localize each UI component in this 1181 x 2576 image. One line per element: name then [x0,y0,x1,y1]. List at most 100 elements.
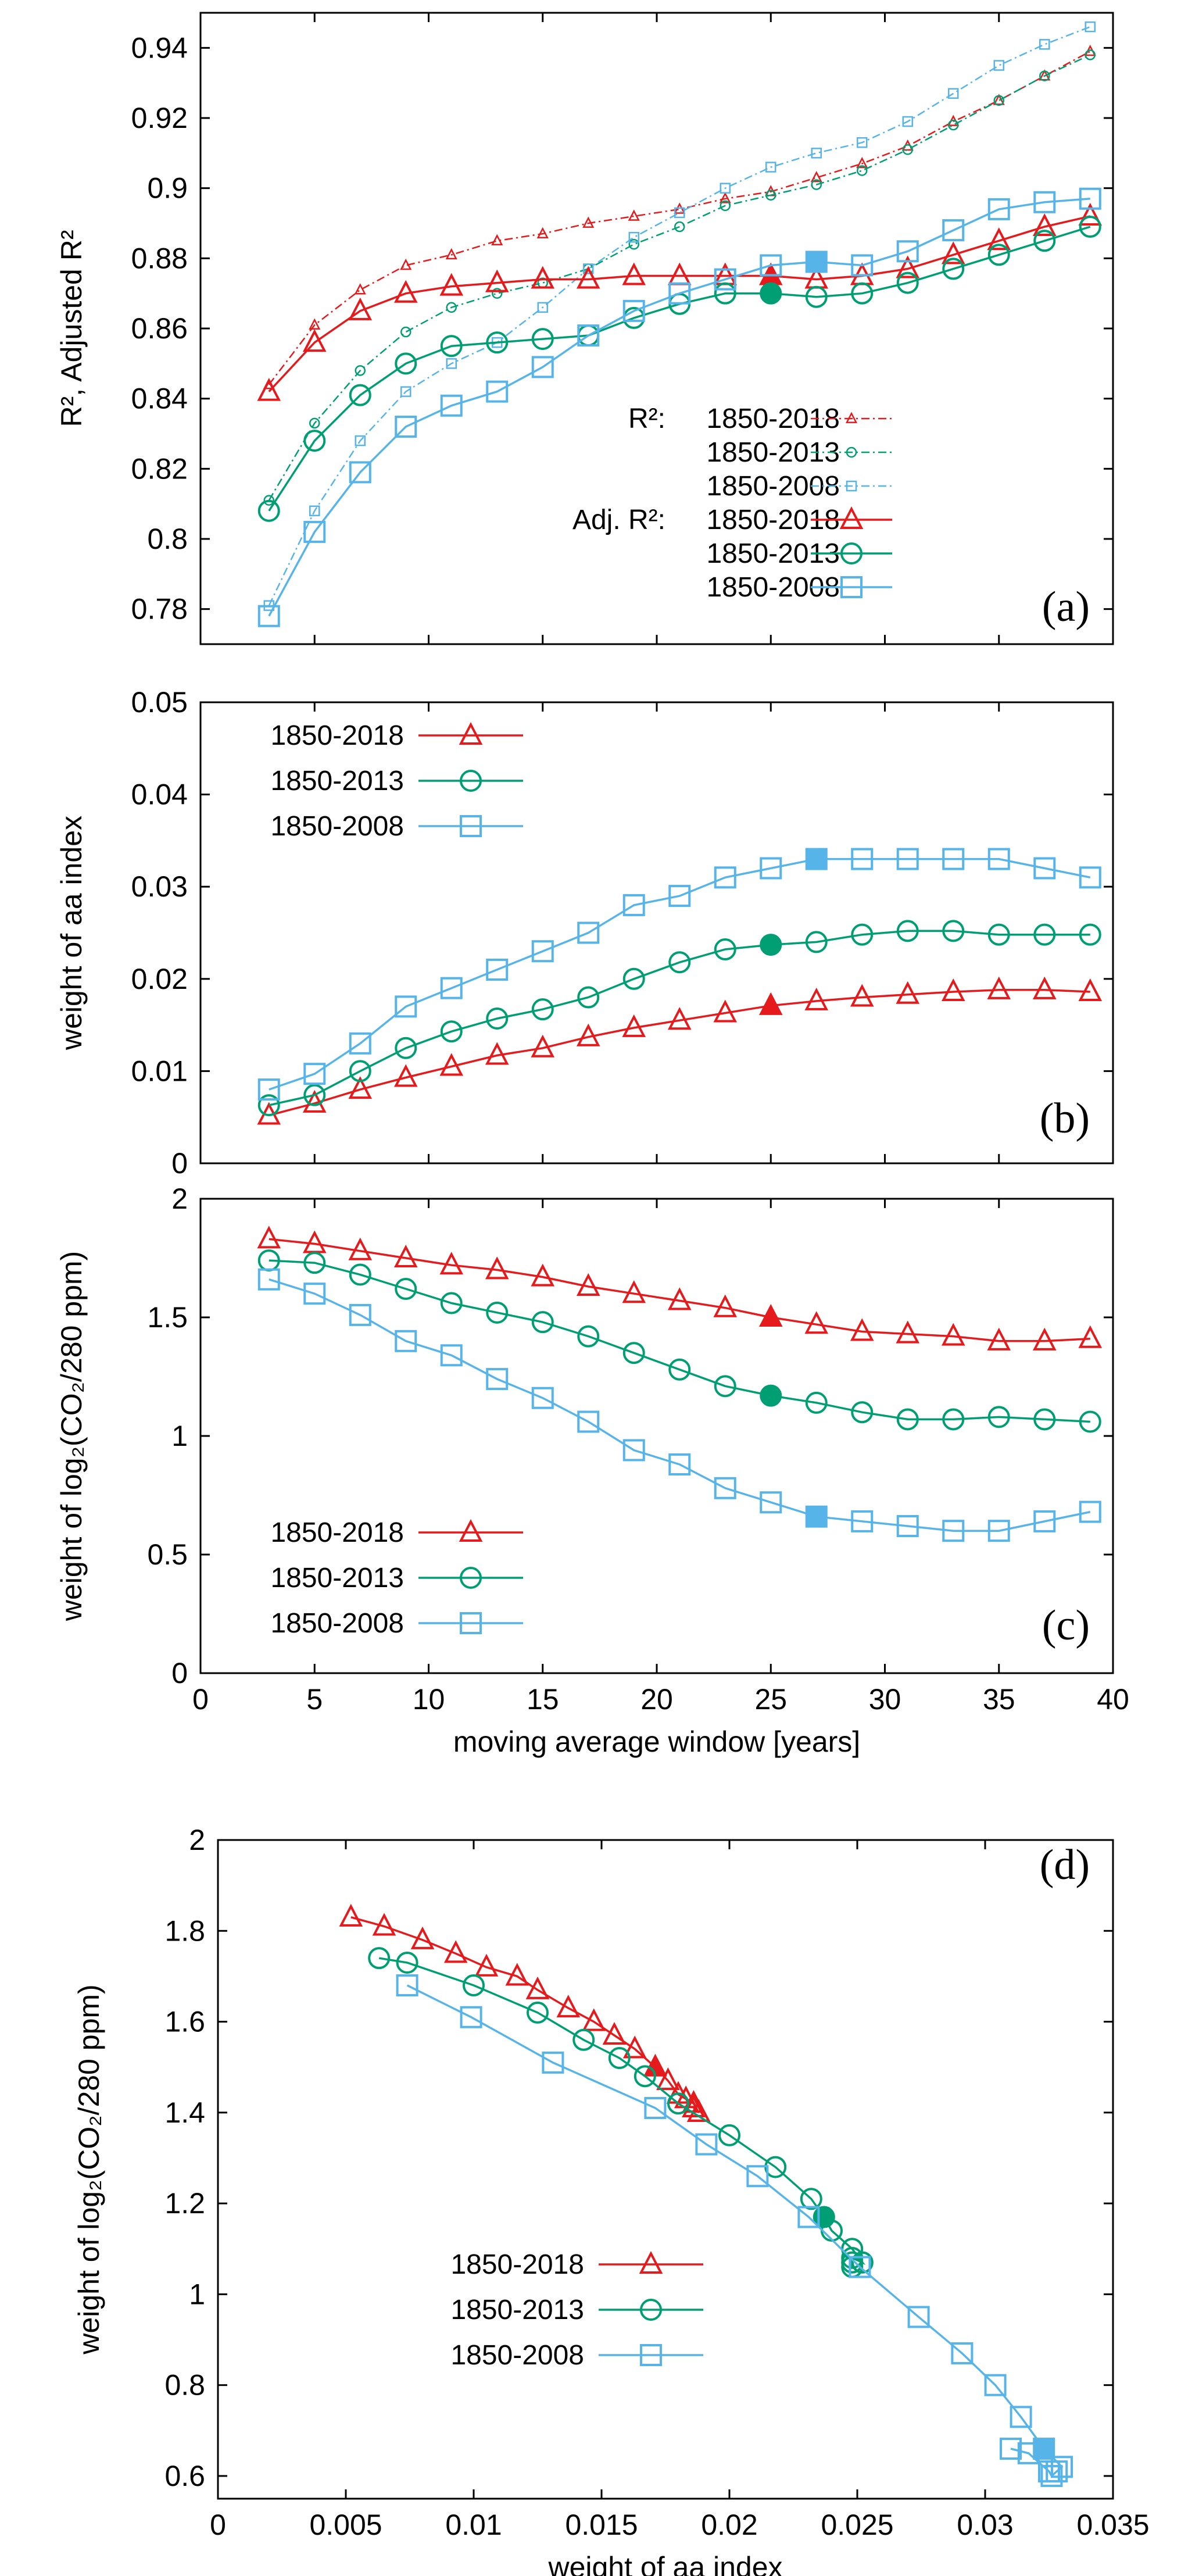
data-marker [577,1410,600,1433]
y-tick-label: 0.02 [131,963,188,995]
data-marker [349,1263,371,1286]
data-marker [446,302,457,313]
y-tick-label: 0 [171,1657,188,1689]
legend-swatch-marker [459,1519,483,1542]
highlight-marker [805,251,828,273]
legend: 1850-2018 1850-2013 1850-2008 [270,720,523,842]
data-marker [797,2206,820,2228]
data-marker [1039,70,1050,81]
data-marker [622,1439,645,1462]
data-marker [395,415,417,438]
y-tick-label: 0.94 [131,31,188,64]
y-tick-label: 0.92 [131,102,188,134]
highlight-marker [758,1303,783,1327]
data-marker [851,1510,874,1532]
data-marker [719,192,731,203]
data-marker [439,273,464,296]
data-marker [668,282,691,305]
data-marker [948,119,959,131]
data-marker [531,1034,555,1057]
data-marker [486,958,509,981]
y-tick-label: 0.84 [131,383,188,415]
legend: 1850-2018 1850-2013 1850-2008 [450,2249,703,2371]
data-marker [395,352,417,375]
data-marker [531,266,555,289]
series-line [268,198,1090,617]
data-marker [393,1064,418,1087]
x-tick-label: 30 [869,1683,901,1716]
data-marker [400,258,412,270]
data-marker [486,380,509,403]
legend-label: 1850-2008 [270,811,404,842]
x-axis-label: moving average window [years] [453,1725,860,1758]
data-marker [491,234,503,246]
series-line [269,1278,1091,1532]
legend-label: 1850-2013 [270,1563,404,1594]
data-marker [354,283,366,295]
data-marker [942,219,965,242]
y-tick-label: 0.05 [131,686,188,719]
series-line [268,26,1091,606]
data-marker [257,1094,280,1117]
data-marker [622,299,645,322]
data-marker [896,1515,919,1538]
data-marker [1033,857,1056,880]
data-marker [984,2374,1007,2396]
data-marker [1079,923,1101,946]
legend-swatch-marker [460,1612,482,1634]
highlight-marker [760,1384,782,1407]
data-marker [987,1520,1010,1542]
data-marker [303,430,326,452]
data-marker [622,1014,646,1037]
data-marker [850,1318,874,1341]
data-marker [349,461,371,484]
data-marker [857,137,868,148]
data-marker [851,254,874,277]
data-marker [395,1278,417,1300]
series-line [269,930,1090,1106]
data-marker [628,231,639,243]
data-marker [531,940,554,963]
data-marker [720,200,731,212]
data-marker [668,1453,691,1475]
y-tick-label: 0.03 [131,870,188,903]
x-tick-label: 0.01 [445,2509,502,2541]
data-marker [942,920,965,942]
legend-swatch-marker [840,576,863,598]
data-marker [257,499,280,522]
data-marker [577,1325,600,1348]
y-tick-label: 1 [171,1420,188,1452]
data-marker [446,358,457,369]
y-tick-label: 0.78 [131,593,188,626]
data-marker [857,165,868,176]
highlight-marker [760,282,782,305]
x-tick-label: 5 [306,1683,323,1716]
data-marker [486,1007,509,1030]
data-marker [349,1303,371,1326]
data-marker [811,179,822,190]
highlight-marker [758,992,783,1015]
y-tick-label: 1.4 [164,2096,205,2129]
y-tick-label: 0.8 [147,523,188,555]
data-marker [440,1344,463,1367]
x-tick-label: 0.035 [1076,2509,1149,2541]
legend-label: 1850-2018 [706,403,840,434]
data-marker [372,1913,396,1936]
data-marker [439,1053,464,1076]
data-marker [395,995,417,1018]
data-marker [622,894,645,916]
legend-swatch-marker [846,446,857,458]
data-marker [440,1020,463,1043]
data-marker [628,209,640,221]
data-marker [349,1060,371,1082]
data-marker [1079,187,1101,210]
y-tick-label: 2 [189,1824,205,1856]
data-marker [622,967,645,990]
legend-label: 1850-2018 [270,720,404,751]
y-tick-label: 0.8 [164,2369,205,2402]
legend-prefix: Adj. R²: [572,505,665,535]
y-tick-label: 0.86 [131,312,188,345]
data-marker [556,1995,581,2018]
data-marker [714,1477,736,1499]
